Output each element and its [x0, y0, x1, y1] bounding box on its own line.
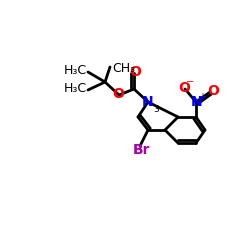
- Text: H₃C: H₃C: [64, 82, 87, 96]
- Text: +: +: [198, 92, 206, 102]
- Text: H₃C: H₃C: [64, 64, 87, 78]
- Text: N: N: [142, 95, 154, 109]
- Text: N: N: [191, 95, 203, 109]
- Text: −: −: [186, 77, 194, 87]
- Text: O: O: [207, 84, 219, 98]
- Text: CH₃: CH₃: [112, 62, 135, 76]
- Text: Br: Br: [132, 143, 150, 157]
- Text: O: O: [178, 81, 190, 95]
- Text: 3: 3: [153, 106, 159, 114]
- Text: O: O: [129, 65, 141, 79]
- Text: O: O: [112, 87, 124, 101]
